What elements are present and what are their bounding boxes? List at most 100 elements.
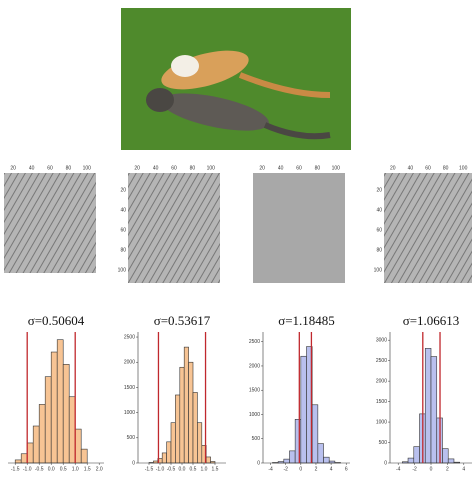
bar — [442, 449, 448, 463]
x-tick-label: -2 — [412, 466, 417, 472]
y-tick-label: 0 — [384, 460, 387, 466]
y-tick-label: 2000 — [376, 378, 387, 384]
bar — [69, 397, 75, 463]
x-tick-label: 1.0 — [72, 466, 79, 472]
x-tick-label: -4 — [268, 466, 273, 472]
x-tick-label: 0.0 — [48, 466, 55, 472]
map-x-tick-label: 100 — [83, 165, 92, 171]
map-x-tick-label: 100 — [459, 165, 468, 171]
map-y-tick-label: 40 — [120, 207, 126, 213]
bar — [414, 447, 420, 463]
y-tick-label: 500 — [127, 435, 136, 441]
x-tick-label: -0.5 — [167, 466, 176, 472]
map-x-tick-label: 60 — [425, 165, 431, 171]
bar — [324, 457, 330, 463]
photo — [121, 8, 351, 150]
map-x-tick-label: 20 — [390, 165, 396, 171]
x-tick-label: 1.5 — [84, 466, 91, 472]
y-tick-label: 1000 — [376, 419, 387, 425]
feature-map-images — [4, 173, 472, 283]
map-x-tick-label: 100 — [207, 165, 216, 171]
y-tick-label: 2000 — [249, 363, 260, 369]
bar — [39, 404, 45, 463]
map-x-tick-label: 40 — [29, 165, 35, 171]
x-tick-label: -4 — [396, 466, 401, 472]
map-x-tick-label: 20 — [134, 165, 140, 171]
bar — [206, 457, 210, 463]
map-x-tick-label: 40 — [153, 165, 159, 171]
map-y-tick-label: 100 — [118, 267, 127, 273]
bar — [75, 429, 81, 463]
map-y-tick-label: 100 — [374, 267, 383, 273]
bar — [289, 451, 295, 463]
bar — [81, 449, 87, 463]
map-x-tick-label: 60 — [296, 165, 302, 171]
x-tick-label: 1.0 — [201, 466, 208, 472]
map-x-tick-label: 80 — [66, 165, 72, 171]
x-tick-label: 0.0 — [179, 466, 186, 472]
y-tick-label: 1500 — [376, 399, 387, 405]
bar — [153, 461, 157, 463]
bar — [295, 419, 301, 463]
x-tick-label: -2 — [283, 466, 288, 472]
x-tick-label: 2.0 — [96, 466, 103, 472]
bar — [51, 352, 57, 463]
map-x-tick-label: 60 — [171, 165, 177, 171]
bar — [33, 426, 39, 463]
bar — [189, 362, 193, 463]
bar — [180, 367, 184, 463]
chart-title: σ=0.50604 — [28, 313, 85, 328]
map-y-tick-label: 60 — [120, 227, 126, 233]
y-tick-label: 0 — [257, 460, 260, 466]
bar — [15, 460, 21, 463]
chart-title: σ=0.53617 — [154, 313, 211, 328]
bar — [431, 357, 437, 463]
bar — [312, 405, 318, 463]
map-x-tick-label: 40 — [408, 165, 414, 171]
bar — [425, 348, 431, 463]
bar — [21, 454, 27, 463]
y-tick-label: 1500 — [124, 385, 135, 391]
x-tick-label: -1.0 — [23, 466, 32, 472]
y-tick-label: 3000 — [376, 338, 387, 344]
y-tick-label: 1000 — [249, 412, 260, 418]
map-y-tick-label: 40 — [376, 207, 382, 213]
bar — [197, 423, 201, 463]
map-x-tick-label: 80 — [443, 165, 449, 171]
y-tick-label: 1000 — [124, 410, 135, 416]
map-x-tick-label: 20 — [259, 165, 265, 171]
bar — [171, 423, 175, 463]
map-x-tick-label: 80 — [315, 165, 321, 171]
bar — [45, 377, 51, 463]
x-tick-label: 0 — [430, 466, 433, 472]
x-tick-label: 4 — [330, 466, 333, 472]
x-tick-label: -1.5 — [145, 466, 154, 472]
y-tick-label: 2000 — [124, 360, 135, 366]
y-tick-label: 2500 — [249, 339, 260, 345]
y-tick-label: 1500 — [249, 388, 260, 394]
bar — [162, 453, 166, 463]
map-y-tick-label: 20 — [120, 187, 126, 193]
x-tick-label: -1.0 — [156, 466, 165, 472]
map-x-tick-label: 60 — [47, 165, 53, 171]
map-y-tick-label: 20 — [376, 187, 382, 193]
map-x-tick-label: 20 — [10, 165, 16, 171]
bar — [27, 443, 33, 463]
bar — [167, 442, 171, 463]
bar — [448, 459, 454, 463]
bar — [57, 340, 63, 463]
x-tick-label: -1.5 — [11, 466, 20, 472]
x-tick-label: 1.5 — [212, 466, 219, 472]
x-tick-label: 6 — [345, 466, 348, 472]
y-tick-label: 2500 — [376, 358, 387, 364]
bar — [284, 459, 290, 463]
x-tick-label: 0 — [299, 466, 302, 472]
chart-title: σ=1.18485 — [278, 313, 335, 328]
bar — [301, 356, 307, 463]
x-tick-label: 0.5 — [60, 466, 67, 472]
bar — [318, 444, 324, 463]
bar — [63, 364, 69, 463]
x-tick-label: 4 — [462, 466, 465, 472]
bar — [184, 347, 188, 463]
